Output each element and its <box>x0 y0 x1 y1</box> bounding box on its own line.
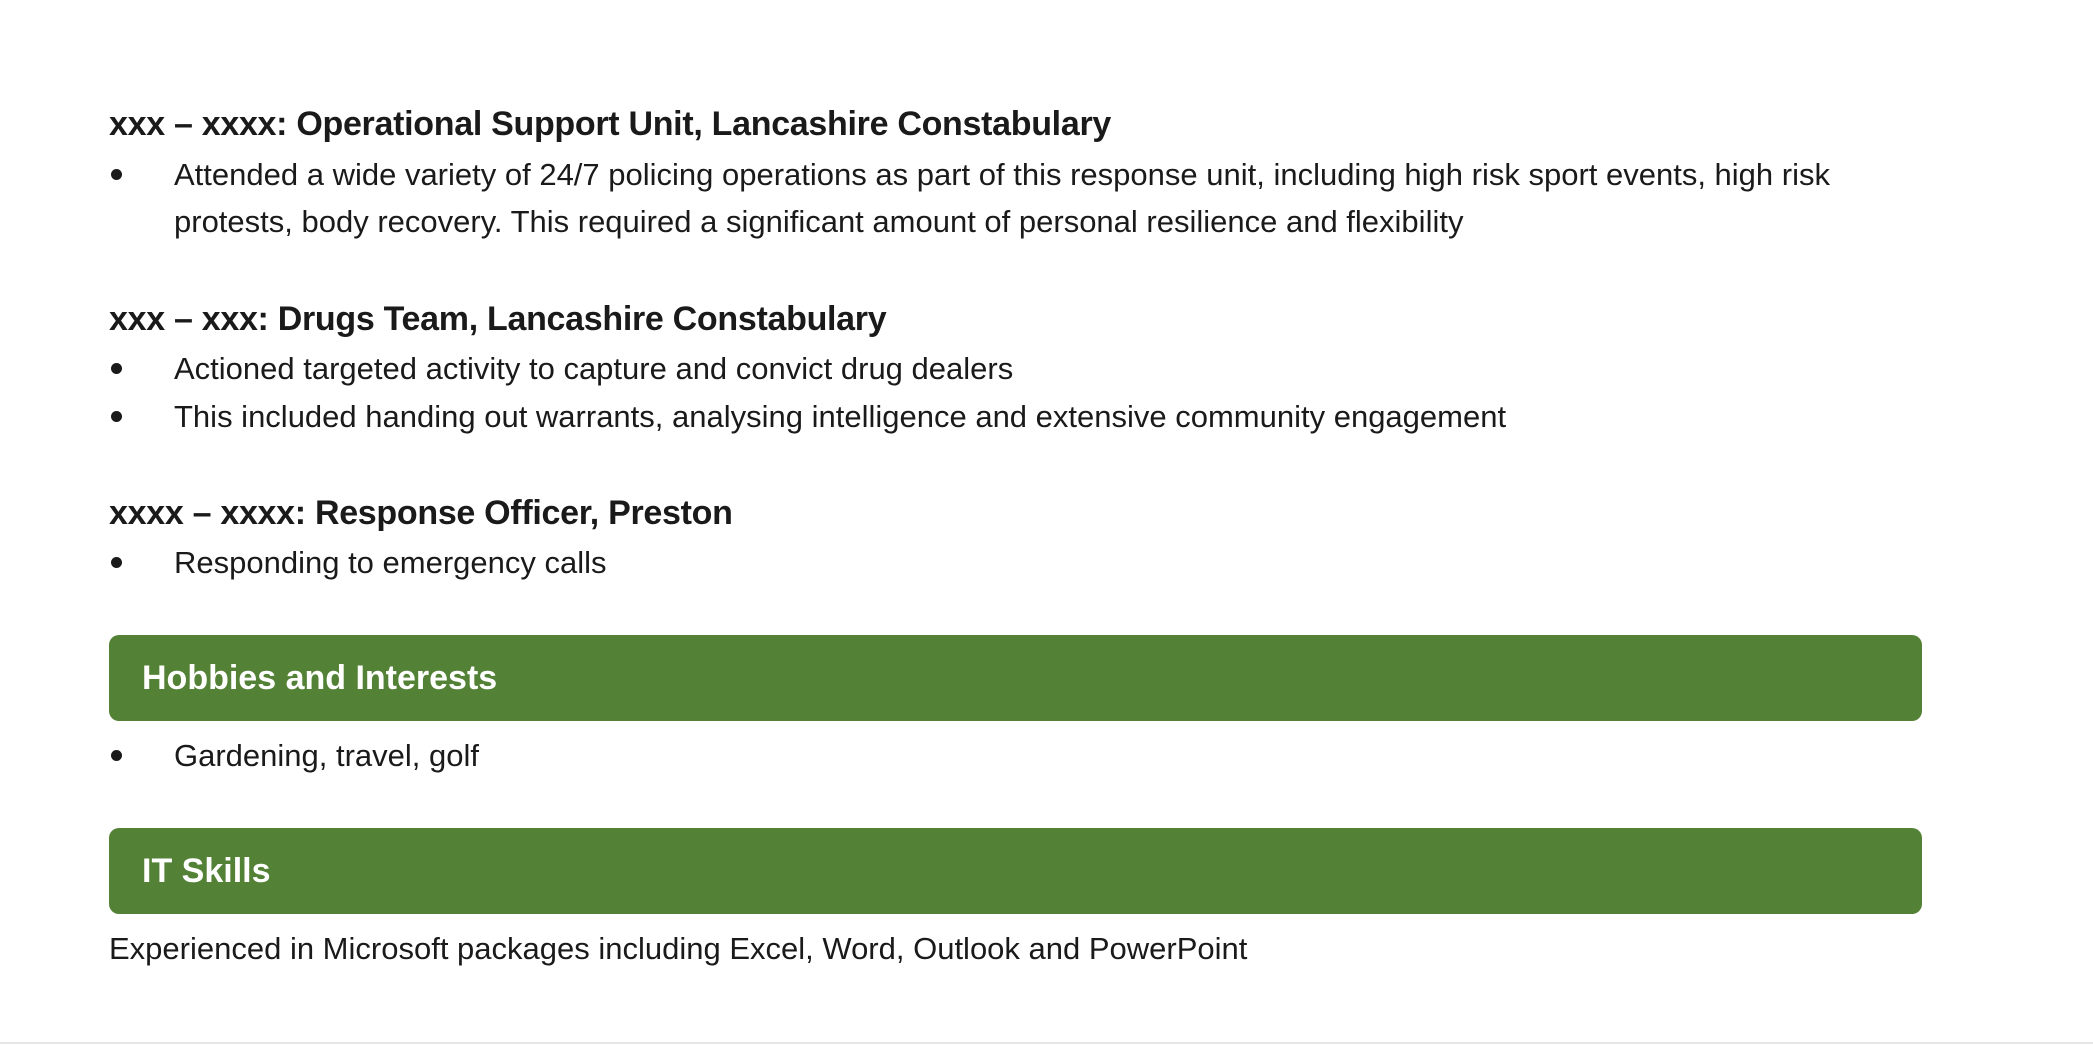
list-item: Responding to emergency calls <box>109 539 1929 586</box>
bullet-icon <box>111 411 122 422</box>
list-item-text: Actioned targeted activity to capture an… <box>174 351 1014 386</box>
bullet-icon <box>111 169 122 180</box>
bullet-icon <box>111 750 122 761</box>
job-heading: xxx – xxxx: Operational Support Unit, La… <box>109 105 1111 143</box>
list-item: Gardening, travel, golf <box>109 732 1929 779</box>
list-item: Actioned targeted activity to capture an… <box>109 345 1929 392</box>
list-item-text: Attended a wide variety of 24/7 policing… <box>174 157 1830 239</box>
section-title: Hobbies and Interests <box>142 659 498 697</box>
section-header-hobbies: Hobbies and Interests <box>109 635 1922 721</box>
bullet-icon <box>111 363 122 374</box>
list-item: This included handing out warrants, anal… <box>109 393 1929 440</box>
job-heading: xxxx – xxxx: Response Officer, Preston <box>109 494 733 532</box>
list-item-text: This included handing out warrants, anal… <box>174 399 1507 434</box>
it-skills-text: Experienced in Microsoft packages includ… <box>109 931 1248 966</box>
section-header-it-skills: IT Skills <box>109 828 1922 914</box>
list-item: Attended a wide variety of 24/7 policing… <box>109 151 1929 245</box>
bullet-icon <box>111 557 122 568</box>
section-title: IT Skills <box>142 852 271 890</box>
job-heading: xxx – xxx: Drugs Team, Lancashire Consta… <box>109 300 887 338</box>
list-item-text: Gardening, travel, golf <box>174 738 480 773</box>
page-edge-divider <box>0 1042 2093 1044</box>
list-item-text: Responding to emergency calls <box>174 545 607 580</box>
